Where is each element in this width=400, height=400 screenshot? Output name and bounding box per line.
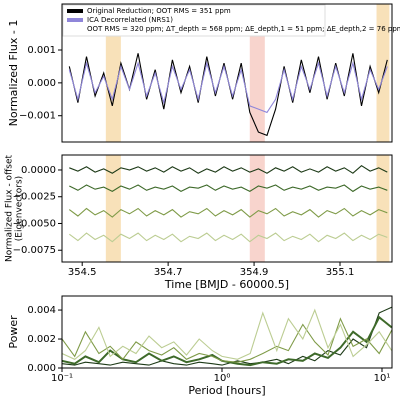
legend-label: Original Reduction; OOT RMS = 351 ppm: [87, 7, 231, 15]
x-tick-label: 10¹: [374, 373, 391, 384]
series-line: [62, 317, 392, 363]
y-tick-label: 0.004: [27, 305, 56, 316]
series-line: [62, 308, 392, 360]
highlight-band: [376, 155, 390, 262]
axes-frame: [61, 3, 393, 143]
x-axis-label: Time [BMJD - 60000.5]: [164, 278, 289, 291]
series-line: [69, 184, 388, 193]
x-tick-label: 354.9: [240, 267, 269, 278]
series-line: [62, 306, 392, 366]
axes-frame: [61, 295, 393, 369]
legend-note: OOT RMS = 320 ppm; ΔT_depth = 568 ppm; Δ…: [87, 25, 400, 33]
x-tick-label: 354.5: [68, 267, 97, 278]
x-tick-label: 354.7: [154, 267, 183, 278]
series-line: [68, 232, 388, 243]
plot-area: [68, 155, 390, 262]
highlight-band: [376, 4, 390, 142]
x-tick-label: 355.1: [326, 267, 355, 278]
plot-area: [68, 4, 390, 142]
series-line: [62, 315, 392, 367]
series-line: [68, 60, 388, 114]
legend-box: [62, 4, 326, 37]
plot-area: [62, 306, 392, 367]
highlight-band: [105, 4, 121, 142]
y-tick-label: −0.0050: [13, 218, 56, 229]
x-tick-label: 10⁰: [214, 373, 231, 384]
x-tick-label: 10⁻¹: [51, 373, 73, 384]
highlight-band: [249, 155, 265, 262]
series-line: [69, 165, 388, 174]
y-tick-label: −0.0075: [13, 245, 56, 256]
y-tick-label: 0.0000: [21, 165, 56, 176]
y-axis-label: Normalized Flux - offset: [5, 155, 15, 263]
y-tick-label: 0.002: [27, 334, 56, 345]
y-axis-label: (Eigenvectors): [15, 176, 25, 241]
legend-swatch: [67, 18, 83, 22]
legend-swatch: [67, 9, 83, 13]
y-tick-label: −0.001: [19, 111, 56, 122]
x-axis-label: Period [hours]: [188, 384, 265, 397]
y-axis-label: Power: [7, 315, 20, 349]
legend-label: ICA Decorrelated (NRS1): [87, 16, 173, 24]
y-tick-label: 0.001: [27, 45, 56, 56]
highlight-band: [105, 155, 121, 262]
y-tick-label: 0.000: [27, 78, 56, 89]
y-tick-label: −0.0025: [13, 192, 56, 203]
y-tick-label: 0.000: [27, 363, 56, 374]
axes-frame: [61, 154, 393, 263]
y-axis-label: Normalized Flux - 1: [7, 20, 20, 127]
series-line: [68, 207, 388, 218]
